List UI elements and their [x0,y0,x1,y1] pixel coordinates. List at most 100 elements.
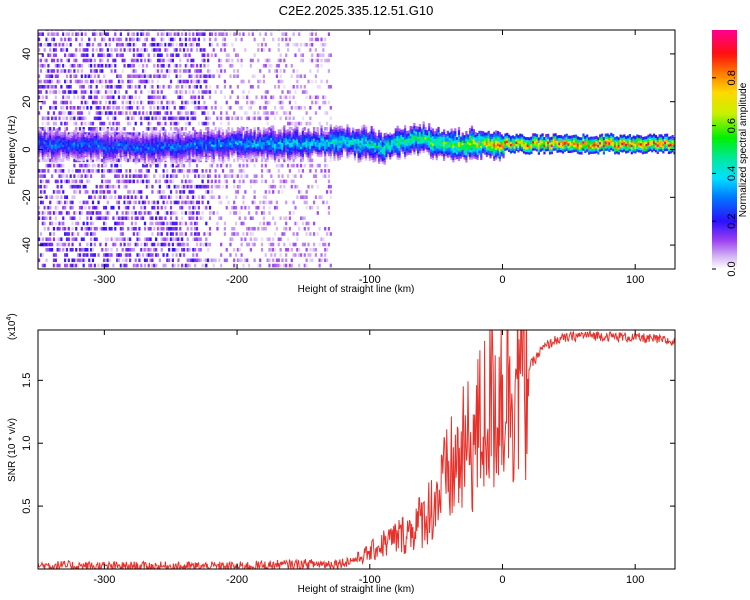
heatmap-cell [110,95,113,100]
heatmap-cell [223,137,226,141]
heatmap-cell [90,154,93,158]
heatmap-cell [283,151,286,155]
heatmap-cell [270,139,273,143]
heatmap-cell [194,134,197,138]
heatmap-cell [75,79,78,84]
heatmap-cell [179,48,182,52]
heatmap-cell [45,151,48,155]
heatmap-cell [199,63,202,68]
heatmap-cell [116,148,119,152]
heatmap-cell [95,100,98,105]
heatmap-cell [299,53,303,58]
heatmap-cell [238,140,241,144]
heatmap-cell [182,48,186,52]
heatmap-cell [283,179,286,184]
heatmap-cell [39,90,43,94]
heatmap-cell [82,121,85,126]
heatmap-cell [153,205,156,210]
heatmap-cell [298,151,301,155]
heatmap-cell [117,205,121,210]
heatmap-cell [108,211,111,215]
heatmap-cell [179,130,182,134]
heatmap-cell [116,151,119,155]
heatmap-cell [65,32,69,36]
heatmap-cell [97,111,100,115]
heatmap-cell [194,184,197,189]
heatmap-cell [73,111,76,115]
heatmap-cell [97,42,100,47]
heatmap-cell [197,258,200,263]
heatmap-cell [45,148,48,152]
heatmap-cell [190,132,193,136]
heatmap-cell [205,127,208,131]
heatmap-cell [67,237,70,242]
heatmap-cell [58,63,61,68]
heatmap-cell [116,158,119,163]
heatmap-cell [296,221,299,226]
heatmap-cell [173,135,176,139]
heatmap-cell [179,37,182,42]
heatmap-cell [84,148,87,152]
heatmap-cell [119,232,122,236]
heatmap-cell [197,146,200,150]
heatmap-cell [60,134,63,138]
heatmap-cell [184,146,187,150]
heatmap-cell [231,135,234,139]
heatmap-cell [229,32,232,36]
heatmap-cell [179,253,182,257]
heatmap-cell [194,221,197,226]
heatmap-cell [275,163,279,168]
heatmap-cell [90,156,93,160]
heatmap-cell [136,84,139,89]
heatmap-cell [136,160,139,164]
heatmap-cell [264,152,267,156]
heatmap-cell [160,153,163,157]
heatmap-cell [270,253,273,257]
heatmap-cell [103,258,106,263]
heatmap-cell [257,138,260,142]
heatmap-cell [54,205,57,210]
heatmap-cell [101,190,104,194]
heatmap-cell [110,127,113,131]
heatmap-cell [82,258,85,263]
heatmap-cell [116,216,119,221]
heatmap-cell [234,53,238,58]
heatmap-cell [82,155,85,159]
heatmap-cell [238,137,241,141]
heatmap-cell [288,95,292,100]
heatmap-cell [101,137,104,141]
heatmap-cell [264,95,267,100]
heatmap-cell [303,253,306,257]
heatmap-cell [132,42,135,47]
heatmap-cell [80,74,83,79]
heatmap-cell [283,154,286,158]
heatmap-cell [229,237,232,242]
heatmap-cell [140,53,143,58]
heatmap-cell [112,263,115,268]
heatmap-cell [43,131,46,135]
heatmap-cell [272,139,275,143]
heatmap-cell [179,137,182,141]
heatmap-cell [186,111,189,115]
heatmap-cell [62,141,65,145]
heatmap-cell [140,169,143,173]
heatmap-cell [54,32,57,36]
heatmap-cell [160,37,163,42]
heatmap-cell [255,155,258,159]
heatmap-cell [164,95,167,100]
heatmap-cell [47,137,50,141]
heatmap-cell [305,142,308,146]
heatmap-cell [123,150,126,154]
heatmap-cell [210,53,213,58]
heatmap-cell [134,161,137,165]
heatmap-cell [268,242,271,247]
heatmap-cell [60,174,63,178]
heatmap-cell [238,132,241,136]
heatmap-cell [199,145,202,149]
heatmap-cell [73,156,76,160]
heatmap-cell [162,74,165,79]
heatmap-cell [125,100,128,105]
heatmap-cell [75,74,78,79]
heatmap-cell [67,226,70,231]
heatmap-cell [56,132,59,136]
